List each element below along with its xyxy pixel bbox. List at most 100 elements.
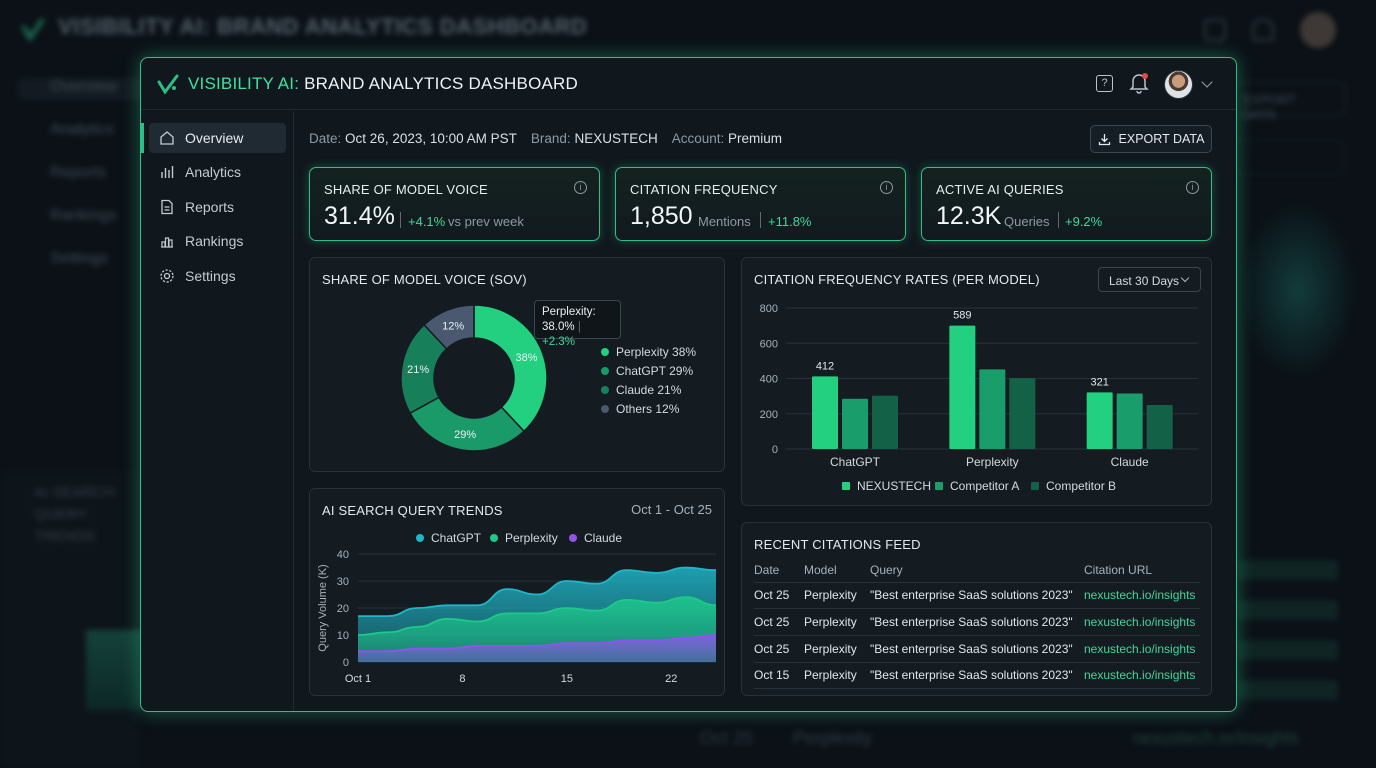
y-tick-label: 0 bbox=[772, 444, 778, 456]
date-range-dropdown[interactable]: Last 30 Days bbox=[1098, 267, 1201, 292]
legend-item: Perplexity 38% bbox=[601, 345, 696, 359]
date-label: Date: bbox=[309, 131, 342, 146]
cell-query: "Best enterprise SaaS solutions 2023" bbox=[870, 662, 1084, 690]
kpi-title: ACTIVE AI QUERIES bbox=[936, 182, 1064, 197]
table-row[interactable]: Oct 25 Perplexity "Best enterprise SaaS … bbox=[754, 582, 1200, 610]
background-toolbar bbox=[1204, 12, 1336, 48]
info-icon[interactable]: i bbox=[1186, 181, 1199, 194]
legend-label: Claude 21% bbox=[616, 383, 682, 397]
bar bbox=[949, 325, 976, 449]
sidebar-item-overview[interactable]: Overview bbox=[141, 123, 286, 153]
info-row: Date: Oct 26, 2023, 10:00 AM PST Brand: … bbox=[309, 131, 782, 146]
help-icon[interactable]: ? bbox=[1096, 75, 1113, 92]
trends-area-chart: 0 10 20 30 40 Query Volume (K) Oct 1 8 15 22 bbox=[317, 549, 717, 685]
cell-date: Oct 15 bbox=[754, 662, 804, 690]
background-cell: Perplexity bbox=[793, 728, 873, 748]
gear-icon bbox=[160, 269, 174, 283]
background-nav-item: Analytics bbox=[50, 121, 115, 138]
citation-panel: CITATION FREQUENCY RATES (PER MODEL) Las… bbox=[741, 257, 1212, 506]
citation-url-link[interactable]: nexustech.io/insights bbox=[1084, 582, 1200, 610]
title-rest: BRAND ANALYTICS DASHBOARD bbox=[299, 74, 578, 93]
legend-item: Competitor A bbox=[935, 479, 1019, 493]
citation-title: CITATION FREQUENCY RATES (PER MODEL) bbox=[754, 272, 1040, 287]
background-feed bbox=[1238, 540, 1376, 768]
sidebar-item-reports[interactable]: Reports bbox=[149, 192, 286, 222]
y-tick-label: 30 bbox=[337, 576, 349, 588]
tooltip-value-row: 38.0% | +2.3% bbox=[542, 321, 581, 348]
sidebar-item-label: Settings bbox=[185, 268, 236, 284]
citation-bar-chart: 0 200 400 600 800 412 ChatGPT 589 Perplexity 321 C… bbox=[760, 303, 1198, 469]
bell-icon[interactable] bbox=[1129, 72, 1149, 94]
bar bbox=[842, 398, 868, 449]
sov-title: SHARE OF MODEL VOICE (SOV) bbox=[322, 272, 527, 287]
legend-swatch bbox=[601, 348, 609, 356]
y-axis-label: Query Volume (K) bbox=[317, 564, 329, 651]
sov-panel: SHARE OF MODEL VOICE (SOV) 38% 29% 21% 12% … bbox=[309, 257, 725, 472]
legend-label: ChatGPT bbox=[431, 531, 482, 545]
background-bell-icon bbox=[1252, 19, 1274, 41]
trends-panel: AI SEARCH QUERY TRENDS Oct 1 - Oct 25 Ch… bbox=[309, 488, 725, 696]
data-label: 412 bbox=[816, 360, 834, 372]
background-feed-row: Oct 25 Perplexity nexustech.io/insights bbox=[700, 728, 1299, 749]
sidebar-item-label: Reports bbox=[185, 199, 235, 215]
column-header: Citation URL bbox=[1084, 559, 1200, 583]
data-label: 589 bbox=[953, 310, 971, 322]
sidebar-item-analytics[interactable]: Analytics bbox=[149, 157, 286, 187]
dashboard-window: VISIBILITY AI: BRAND ANALYTICS DASHBOARD… bbox=[140, 57, 1237, 712]
bar bbox=[812, 376, 838, 449]
area-series bbox=[358, 635, 716, 662]
avatar[interactable] bbox=[1164, 70, 1193, 99]
background-trends-panel: AI SEARCH QUERY TRENDS bbox=[0, 470, 140, 768]
table-row[interactable]: Oct 25 Perplexity "Best enterprise SaaS … bbox=[754, 635, 1200, 663]
sov-donut-chart: 38% 29% 21% 12% bbox=[400, 304, 548, 452]
home-icon bbox=[160, 131, 174, 145]
legend-swatch bbox=[569, 534, 577, 542]
sidebar-item-rankings[interactable]: Rankings bbox=[149, 226, 286, 256]
legend-label: Claude bbox=[584, 531, 623, 545]
bar bbox=[1146, 404, 1173, 449]
chevron-down-icon[interactable] bbox=[1201, 76, 1213, 88]
kpi-share-of-voice: SHARE OF MODEL VOICE i 31.4% +4.1% vs pr… bbox=[309, 167, 600, 241]
citation-url-link[interactable]: nexustech.io/insights bbox=[1084, 662, 1200, 690]
slice-label: 29% bbox=[454, 429, 476, 441]
kpi-title: SHARE OF MODEL VOICE bbox=[324, 182, 488, 197]
sidebar-item-label: Rankings bbox=[185, 233, 244, 249]
citation-url-link[interactable]: nexustech.io/insights bbox=[1084, 608, 1200, 636]
kpi-title: CITATION FREQUENCY bbox=[630, 182, 778, 197]
background-avatar bbox=[1300, 12, 1336, 48]
sidebar: Overview Analytics Reports Rankings Sett… bbox=[141, 111, 294, 711]
x-tick-label: 15 bbox=[561, 673, 573, 685]
table-row[interactable]: Oct 15 Perplexity "Best enterprise SaaS … bbox=[754, 662, 1200, 690]
cell-date: Oct 25 bbox=[754, 608, 804, 636]
legend-label: Others 12% bbox=[616, 402, 680, 416]
bar bbox=[1086, 392, 1113, 449]
tooltip-change: +2.3% bbox=[542, 336, 575, 348]
sidebar-item-label: Overview bbox=[185, 130, 244, 146]
sidebar-item-settings[interactable]: Settings bbox=[149, 261, 286, 291]
x-tick-label: Claude bbox=[1111, 455, 1149, 469]
legend-label: ChatGPT 29% bbox=[616, 364, 694, 378]
background-nav-item: Reports bbox=[50, 164, 107, 181]
dropdown-value: Last 30 Days bbox=[1109, 274, 1180, 288]
y-tick-label: 600 bbox=[760, 338, 778, 350]
background-dropdown bbox=[1226, 140, 1344, 174]
info-icon[interactable]: i bbox=[880, 181, 893, 194]
background-title: VISIBILITY AI: BRAND ANALYTICS DASHBOARD bbox=[58, 14, 588, 39]
tooltip-name: Perplexity: bbox=[542, 306, 596, 318]
legend-swatch bbox=[601, 367, 609, 375]
bar bbox=[979, 369, 1006, 449]
cell-query: "Best enterprise SaaS solutions 2023" bbox=[870, 635, 1084, 663]
citation-url-link[interactable]: nexustech.io/insights bbox=[1084, 635, 1200, 663]
kpi-divider bbox=[1058, 212, 1059, 228]
brand-value: NEXUSTECH bbox=[574, 131, 658, 146]
table-row[interactable]: Oct 25 Perplexity "Best enterprise SaaS … bbox=[754, 608, 1200, 636]
citations-feed-panel: RECENT CITATIONS FEED Date Model Query C… bbox=[741, 522, 1212, 696]
x-tick-label: Perplexity bbox=[966, 455, 1019, 469]
table-header-row: Date Model Query Citation URL bbox=[754, 559, 1200, 583]
info-icon[interactable]: i bbox=[574, 181, 587, 194]
export-data-button[interactable]: EXPORT DATA bbox=[1090, 125, 1212, 153]
background-help-icon bbox=[1204, 19, 1226, 41]
slice-label: 38% bbox=[516, 352, 538, 364]
x-tick-label: Oct 1 bbox=[345, 673, 371, 685]
